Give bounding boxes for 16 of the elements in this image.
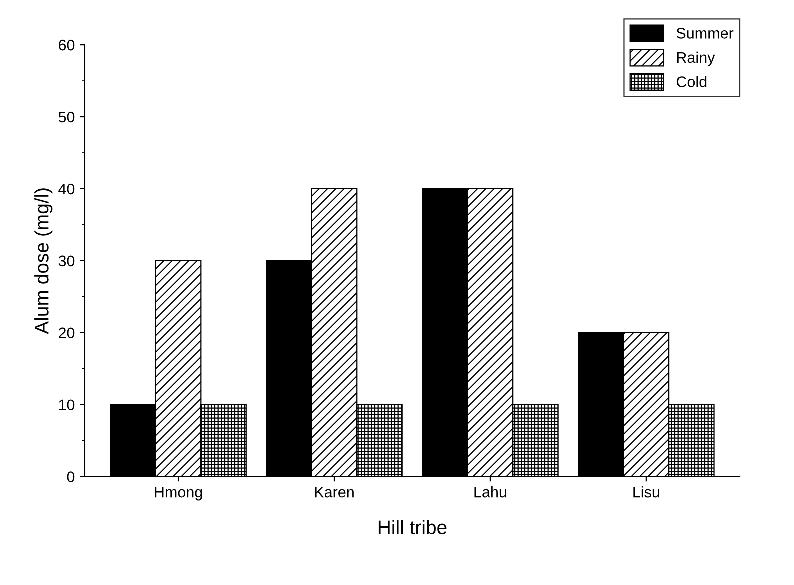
legend-label: Cold (676, 76, 707, 88)
y-tick-label: 40 (58, 184, 75, 195)
x-tick-label: Hmong (155, 487, 202, 501)
x-tick-label: Lahu (474, 486, 506, 498)
y-tick-label: 60 (59, 40, 75, 51)
y-tick-label: 50 (58, 112, 75, 123)
x-tick-label: Karen (315, 487, 354, 498)
y-tick-label: 20 (59, 328, 75, 339)
x-tick-label: Lisu (634, 486, 660, 498)
x-axis-title: Hill tribe (378, 520, 447, 534)
legend-label: Summer (676, 28, 734, 39)
y-tick-label: 0 (67, 472, 75, 482)
y-tick-label: 30 (58, 256, 75, 267)
y-axis-title: Alum dose (mg/l) (34, 188, 53, 334)
legend-label: Rainy (677, 52, 716, 66)
y-tick-label: 10 (59, 400, 75, 411)
